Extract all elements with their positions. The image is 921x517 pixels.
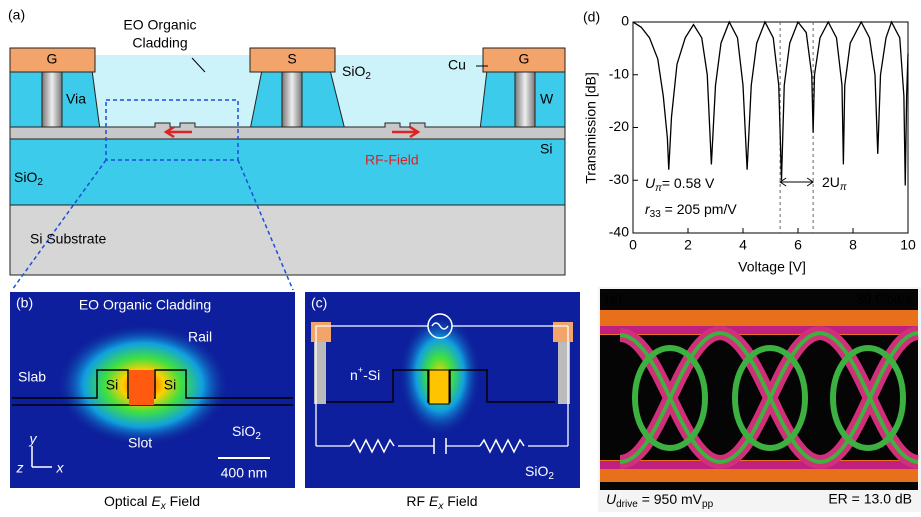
substrate-label: Si Substrate xyxy=(30,231,106,247)
cladding-label: EO Organic Cladding xyxy=(79,297,211,313)
contact-label: G xyxy=(47,51,58,67)
text: n xyxy=(350,367,358,383)
panel-label: (d) xyxy=(583,9,600,25)
panel-label: (c) xyxy=(311,295,327,311)
text: SiO xyxy=(232,423,255,439)
annotation: 2Uπ xyxy=(822,174,847,193)
via-label: Via xyxy=(66,91,86,107)
via xyxy=(282,72,302,128)
slot xyxy=(429,370,449,404)
slot xyxy=(129,370,154,405)
box-oxide xyxy=(10,139,565,205)
annotation: Uπ= 0.58 V xyxy=(645,175,715,194)
text: = 0.58 V xyxy=(662,175,715,191)
cu-label: Cu xyxy=(448,57,466,73)
slab-label: Slab xyxy=(18,369,46,385)
text: 2U xyxy=(822,174,840,190)
x-tick-label: 10 xyxy=(900,237,916,253)
si-label: Si xyxy=(540,141,552,157)
subscript: 2 xyxy=(37,177,43,188)
contact xyxy=(311,322,331,342)
cladding-label: Cladding xyxy=(132,35,187,51)
subscript: pp xyxy=(702,499,714,510)
text: SiO xyxy=(525,463,548,479)
cladding-label: EO Organic xyxy=(123,17,196,33)
transmission-line xyxy=(633,22,908,186)
panel-c: (c) n+-Si SiO2 RF Ex Field xyxy=(305,292,580,512)
contact-label: S xyxy=(287,51,296,67)
w-label: W xyxy=(540,91,554,107)
text: = 950 mV xyxy=(638,491,703,507)
subscript: drive xyxy=(616,499,638,510)
panel-d: (d) Voltage [V] Transmission [dB] Uπ= 0.… xyxy=(583,9,916,275)
contact xyxy=(553,322,573,342)
y-tick-label: 0 xyxy=(621,13,629,29)
er-label: ER = 13.0 dB xyxy=(828,491,912,507)
y-tick-label: -40 xyxy=(609,224,629,240)
text: Optical xyxy=(104,493,151,509)
x-tick-label: 8 xyxy=(849,237,857,253)
text: RF xyxy=(406,493,429,509)
x-tick-label: 2 xyxy=(684,237,692,253)
x-tick-label: 0 xyxy=(629,237,637,253)
via xyxy=(42,72,62,128)
panel-e: (e) 30 Gbit/s Udrive = 950 mVpp ER = 13.… xyxy=(598,287,921,512)
axis-label: y xyxy=(29,431,38,447)
span-arrow xyxy=(780,178,813,186)
scale-label: 400 nm xyxy=(221,465,268,481)
panel-label: (e) xyxy=(605,291,622,307)
subscript: 2 xyxy=(365,71,371,82)
page: {"panels": { "a": {"label": "(a)", "cont… xyxy=(0,0,921,512)
subscript: π xyxy=(840,182,847,193)
caption: Optical Ex Field xyxy=(104,493,200,512)
text: -Si xyxy=(363,367,380,383)
si-label: Si xyxy=(106,377,118,393)
via xyxy=(515,72,535,128)
panel-a: (a) G S G EO Organic Cladding SiO2 Cu Vi… xyxy=(8,7,565,290)
si-label: Si xyxy=(164,377,176,393)
text: SiO xyxy=(342,63,365,79)
annotation: r33 = 205 pm/V xyxy=(645,201,737,220)
figure: (a) G S G EO Organic Cladding SiO2 Cu Vi… xyxy=(0,0,921,512)
y-axis-label: Transmission [dB] xyxy=(583,72,599,184)
y-tick-label: -30 xyxy=(609,171,629,187)
text: Field xyxy=(166,493,200,509)
x-tick-label: 4 xyxy=(739,237,747,253)
rf-label: RF-Field xyxy=(365,152,419,168)
subscript: 33 xyxy=(650,209,662,220)
slot-label: Slot xyxy=(128,435,152,451)
panel-label: (b) xyxy=(16,295,33,311)
y-tick-label: -10 xyxy=(609,65,629,81)
rate-label: 30 Gbit/s xyxy=(856,291,912,307)
text: Field xyxy=(443,493,477,509)
contact-label: G xyxy=(519,51,530,67)
doped-label: n+-Si xyxy=(350,365,380,382)
y-tick-label: -20 xyxy=(609,118,629,134)
caption: RF Ex Field xyxy=(406,493,477,512)
axis-label: z xyxy=(16,460,24,476)
text: = 205 pm/V xyxy=(661,201,738,217)
panel-b: (b) EO Organic Cladding Si Si Rail Slab … xyxy=(10,292,295,512)
x-tick-label: 6 xyxy=(794,237,802,253)
axis-label: x xyxy=(56,460,65,476)
panel-label: (a) xyxy=(8,7,25,23)
subscript: 2 xyxy=(255,431,261,442)
text: SiO xyxy=(14,169,37,185)
x-axis-label: Voltage [V] xyxy=(738,259,806,275)
rail-label: Rail xyxy=(188,329,212,345)
subscript: 2 xyxy=(548,471,554,482)
